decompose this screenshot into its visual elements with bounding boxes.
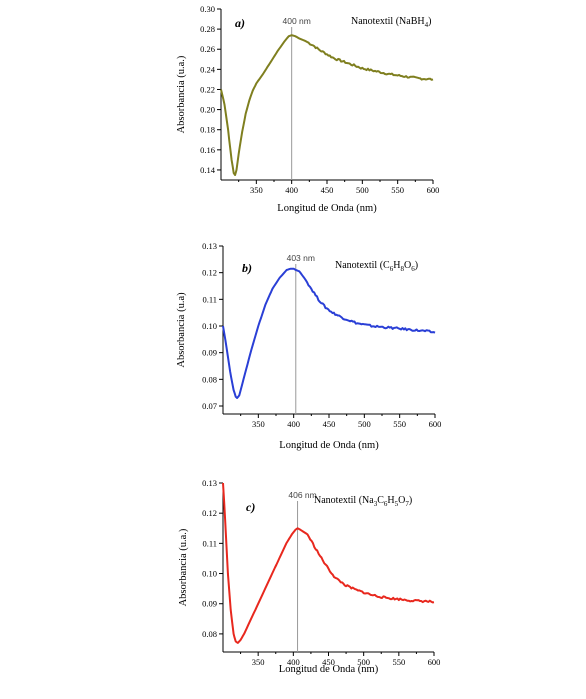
- spectrum-line: [222, 482, 435, 644]
- y-tick-label: 0.11: [202, 294, 217, 304]
- legend-part: 6: [390, 265, 394, 273]
- legend-part: 4: [425, 21, 429, 29]
- x-tick-label: 500: [358, 419, 371, 429]
- x-tick-label: 550: [391, 185, 404, 195]
- y-tick-label: 0.24: [200, 64, 216, 74]
- legend-part: ): [409, 495, 412, 506]
- x-tick-label: 450: [322, 657, 335, 667]
- legend-part: H: [393, 260, 400, 271]
- legend-part: Nanotextil (Na: [314, 495, 374, 506]
- x-tick-label: 450: [323, 419, 336, 429]
- legend-part: Nanotextil (C: [335, 260, 390, 271]
- y-tick-label: 0.09: [202, 599, 217, 609]
- legend-part: 8: [400, 265, 404, 273]
- y-tick-label: 0.09: [202, 348, 217, 358]
- y-axis-label: Absorbancia (u.a.): [178, 528, 189, 606]
- y-tick-label: 0.13: [202, 478, 217, 488]
- y-tick-label: 0.10: [202, 569, 217, 579]
- y-tick-label: 0.11: [202, 538, 217, 548]
- legend-part: 7: [405, 500, 409, 508]
- y-tick-label: 0.22: [200, 84, 215, 94]
- panel-label: b): [242, 261, 252, 275]
- y-tick-label: 0.07: [202, 401, 217, 411]
- x-tick-label: 500: [357, 657, 370, 667]
- y-tick-label: 0.16: [200, 145, 215, 155]
- y-tick-label: 0.20: [200, 105, 215, 115]
- legend-part: 6: [384, 500, 388, 508]
- x-tick-label: 400: [287, 419, 300, 429]
- panel-label: c): [246, 500, 255, 514]
- x-axis-label: Longitud de Onda (nm): [279, 440, 379, 451]
- legend-part: O: [404, 260, 411, 271]
- x-axis-label: Longitud de Onda (nm): [277, 203, 377, 214]
- legend-part: ): [428, 16, 431, 27]
- legend-label: Nanotextil (C6H8O6): [335, 260, 418, 273]
- y-tick-label: 0.28: [200, 24, 215, 34]
- x-tick-label: 400: [285, 185, 298, 195]
- spectrum-line: [220, 34, 434, 176]
- y-tick-label: 0.18: [200, 125, 215, 135]
- y-tick-label: 0.26: [200, 44, 215, 54]
- chart-panel-3: 0.08 0.09 0.10 0.11 0.12 0.13 350 400 450 500 550 6…: [178, 478, 440, 675]
- legend-label: Nanotextil (Na3C6H5O7): [314, 495, 412, 508]
- y-tick-label: 0.10: [202, 321, 217, 331]
- y-tick-label: 0.08: [202, 629, 217, 639]
- legend-part: 3: [374, 500, 378, 508]
- x-tick-label: 550: [392, 657, 405, 667]
- x-tick-label: 500: [356, 185, 369, 195]
- y-tick-label: 0.14: [200, 165, 216, 175]
- y-axis-label: Absorbancia (u.a): [176, 292, 187, 368]
- legend-part: Nanotextil (NaBH: [351, 16, 425, 27]
- y-tick-label: 0.08: [202, 374, 217, 384]
- peak-label: 403 nm: [287, 253, 315, 263]
- peak-label: 406 nm: [288, 490, 316, 500]
- x-tick-label: 350: [252, 419, 265, 429]
- x-tick-label: 400: [287, 657, 300, 667]
- y-tick-label: 0.13: [202, 241, 217, 251]
- y-tick-label: 0.12: [202, 268, 217, 278]
- y-tick-label: 0.30: [200, 4, 215, 14]
- legend-part: C: [377, 495, 384, 506]
- spectrum-line: [222, 267, 436, 399]
- x-axis-label: Longitud de Onda (nm): [279, 664, 379, 675]
- x-tick-label: 450: [321, 185, 334, 195]
- legend-part: 6: [411, 265, 415, 273]
- y-axis-label: Absorbancia (u.a.): [176, 55, 187, 133]
- x-tick-label: 350: [252, 657, 265, 667]
- legend-label: Nanotextil (NaBH4): [351, 16, 431, 29]
- x-tick-label: 600: [428, 657, 441, 667]
- legend-part: O: [398, 495, 405, 506]
- x-tick-label: 600: [429, 419, 442, 429]
- x-tick-label: 600: [427, 185, 440, 195]
- x-tick-label: 350: [250, 185, 263, 195]
- legend-part: ): [415, 260, 418, 271]
- legend-part: 5: [395, 500, 399, 508]
- x-tick-label: 550: [393, 419, 406, 429]
- chart-panel-2: 0.07 0.08 0.09 0.10 0.11 0.12 0.13 350 400 450 500…: [176, 241, 441, 451]
- panel-label: a): [235, 16, 245, 30]
- peak-label: 400 nm: [282, 16, 310, 26]
- chart-panel-1: 0.14 0.16 0.18 0.20 0.22 0.24 0.26 0.28 0.30 350 4…: [176, 4, 439, 214]
- legend-part: H: [387, 495, 394, 506]
- y-tick-label: 0.12: [202, 508, 217, 518]
